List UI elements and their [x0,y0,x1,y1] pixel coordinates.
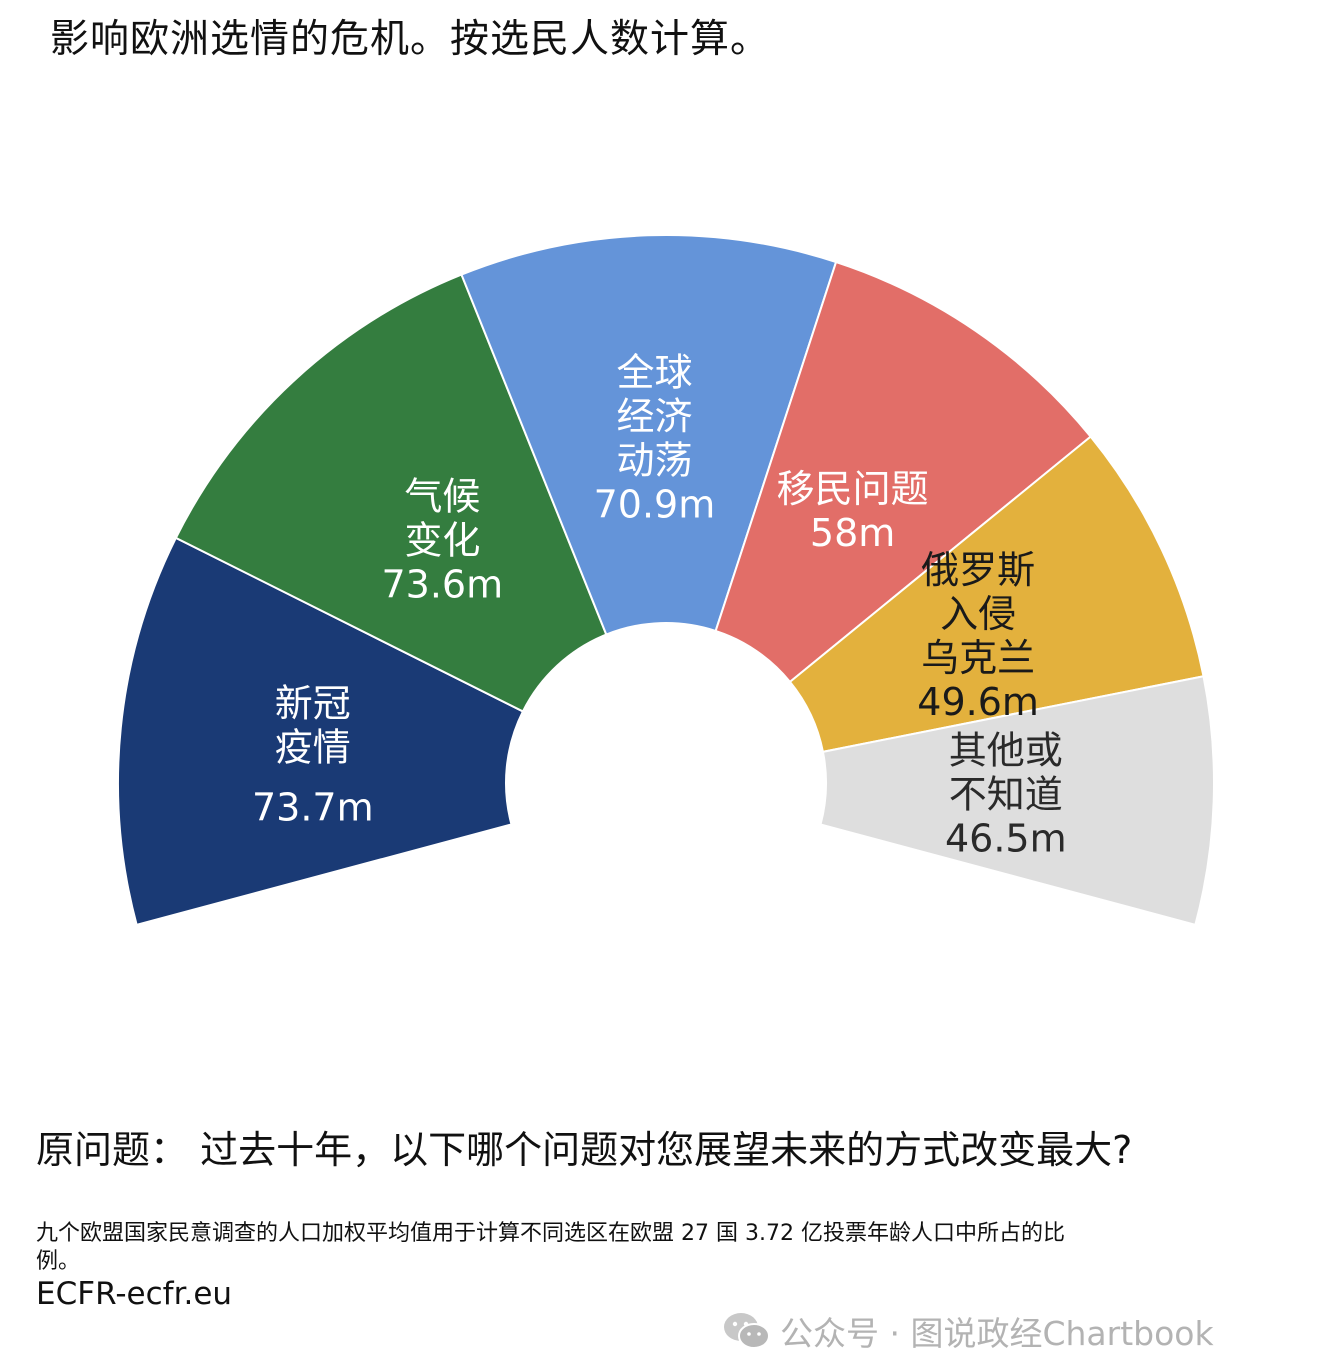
watermark: 公众号 · 图说政经Chartbook [722,1306,1214,1356]
slice-3 [460,234,838,636]
slice-label: 移民问题 [777,467,929,511]
slice-label: 其他或不知道 [949,728,1063,816]
source-credit: ECFR-ecfr.eu [36,1276,233,1312]
chart-slices [117,234,1215,927]
slice-2 [174,273,608,713]
slice-4 [714,260,1093,684]
wechat-icon [724,1313,770,1349]
page-title: 影响欧洲选情的危机。按选民人数计算。 [50,17,771,62]
slice-label: 新冠疫情 [275,681,351,769]
slice-value-label: 73.6m [382,563,504,607]
slice-label: 全球经济动荡 [616,350,692,482]
slice-6 [819,675,1215,927]
slice-value-label: 73.7m [252,785,374,829]
slice-1 [117,536,525,927]
slice-value-label: 49.6m [917,680,1039,724]
slice-value-label: 46.5m [945,816,1067,860]
survey-question: 原问题： 过去十年，以下哪个问题对您展望未来的方式改变最大? [36,1128,1133,1172]
watermark-text: 公众号 · 图说政经Chartbook [780,1314,1214,1353]
slice-label: 俄罗斯入侵乌克兰 [921,548,1035,680]
methodology-note: 九个欧盟国家民意调查的人口加权平均值用于计算不同选区在欧盟 27 国 3.72 … [36,1221,1065,1274]
slice-value-label: 58m [810,511,895,555]
slice-value-label: 70.9m [594,482,716,526]
slice-5 [788,435,1205,754]
slice-label: 气候变化 [404,475,480,563]
